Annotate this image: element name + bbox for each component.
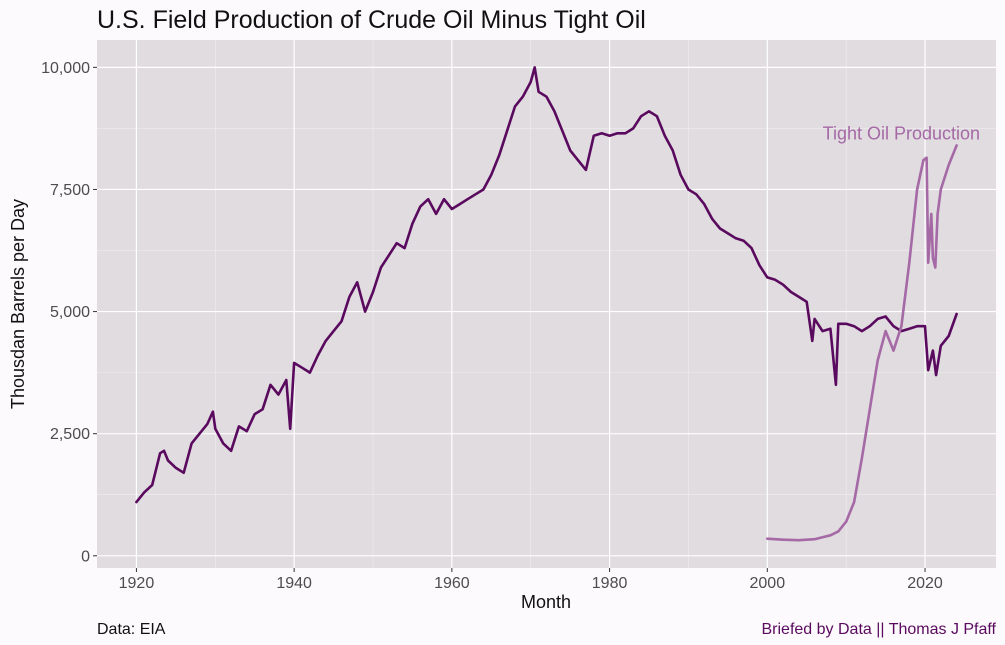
annotations: Tight Oil Production: [823, 123, 980, 143]
y-tick-label: 0: [81, 548, 90, 565]
panel-background: [97, 40, 996, 568]
y-axis: 0 2,500 5,000 7,500 10,000: [41, 60, 97, 565]
data-source-caption: Data: EIA: [97, 621, 166, 638]
y-axis-title: Thousdan Barrels per Day: [8, 199, 28, 409]
series-layer: [135, 66, 958, 542]
major-gridlines: [97, 40, 996, 568]
x-tick-label: 1980: [592, 575, 628, 592]
series-line-crude-minus-tight: [135, 66, 958, 504]
x-tick-label: 1920: [119, 575, 155, 592]
x-tick-label: 2020: [907, 575, 943, 592]
x-axis-title: Month: [521, 592, 571, 612]
y-tick-label: 2,500: [50, 426, 90, 443]
chart-title: U.S. Field Production of Crude Oil Minus…: [97, 6, 646, 34]
series-line-tight-oil: [766, 144, 958, 542]
x-tick-label: 1960: [434, 575, 470, 592]
credit-caption: Briefed by Data || Thomas J Pfaff: [762, 621, 997, 638]
x-tick-label: 1940: [276, 575, 312, 592]
x-axis: 1920 1940 1960 1980 2000 2020: [119, 568, 943, 592]
y-tick-label: 10,000: [41, 60, 90, 77]
y-tick-label: 7,500: [50, 182, 90, 199]
minor-gridlines: [97, 40, 996, 568]
y-tick-label: 5,000: [50, 304, 90, 321]
tight-oil-annotation: Tight Oil Production: [823, 123, 980, 143]
x-tick-label: 2000: [750, 575, 786, 592]
